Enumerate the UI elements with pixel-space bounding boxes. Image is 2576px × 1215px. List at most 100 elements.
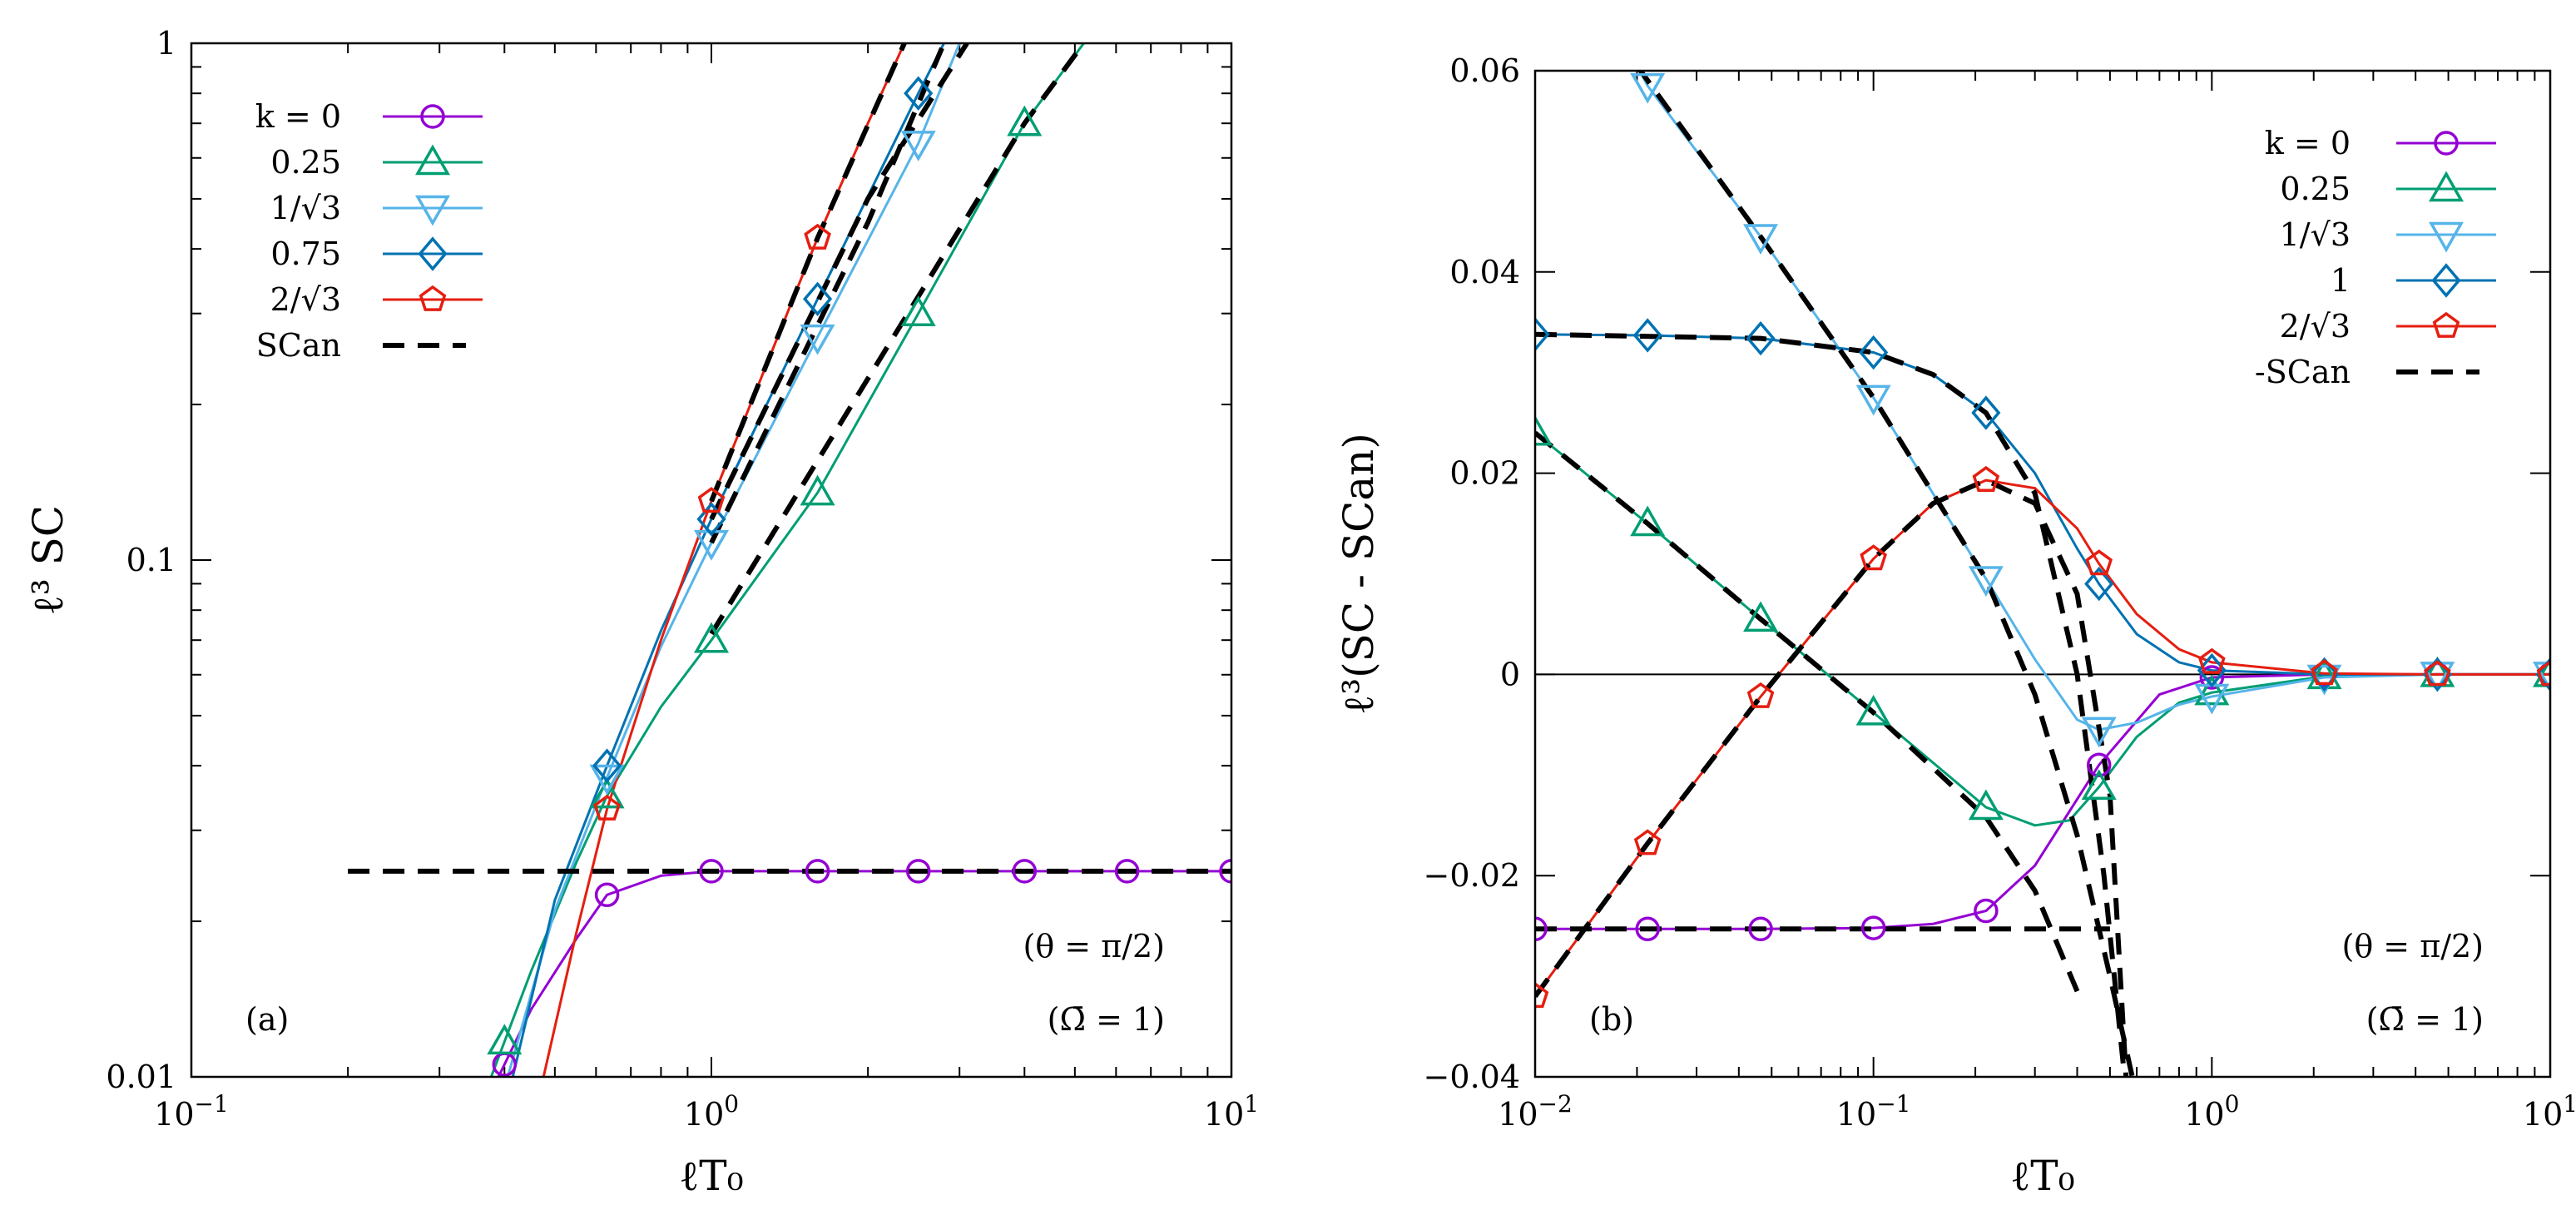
series-line [506,43,961,1077]
series-line-scan [709,43,1086,636]
data-point [804,223,831,250]
data-point [2532,656,2550,687]
series-line-scan [709,43,969,521]
legend-marker [2428,221,2465,253]
data-point [2198,647,2226,674]
data-point [1535,317,1550,352]
annotation-omega: (Ω̄ = 1) [1048,1001,1165,1038]
series-line [542,43,906,1077]
legend-label: 0.25 [2280,171,2351,207]
data-point [1746,682,1775,708]
series-line-scan [709,43,947,544]
data-point [593,794,621,821]
series-line-scan [1535,331,2128,1077]
data-point [805,859,830,884]
series-line-scan [1535,477,2129,1077]
x-tick-label: 100 [684,1090,739,1133]
x-tick-label: 10−1 [1836,1090,1911,1133]
y-tick-label: 0.02 [1449,455,1520,492]
data-point [699,859,724,884]
data-point [1855,384,1891,416]
y-tick-label: 0.1 [126,542,176,578]
series-line [1535,672,2550,930]
data-point [900,131,936,161]
y-tick-label: 0.01 [106,1059,176,1095]
data-point [1012,859,1038,884]
legend-label: 1/√3 [270,190,341,226]
x-tick-label: 10−1 [154,1090,229,1133]
series-line [1535,333,2550,676]
data-point [1219,859,1231,884]
panel-label: (a) [245,1001,289,1038]
data-point [1535,916,1548,942]
data-point [905,859,931,884]
data-point [1971,395,2001,430]
legend-label: 0.75 [270,236,341,272]
data-point [1633,829,1662,855]
data-point [2194,674,2230,706]
plot-area [1535,71,2550,1077]
y-tick-label: 0.04 [1449,254,1520,290]
data-point [1635,916,1660,942]
panel-a-chart: 10−1 100 101 0.01 0.1 1 ℓT₀ ℓ³ SC (a) (θ = π/2) (Ω… [24,25,1259,1200]
data-point [1630,72,1666,104]
series-line-scan [1637,71,2135,1077]
y-tick-label: −0.04 [1424,1059,1520,1095]
data-point [802,281,833,317]
legend-label: 2/√3 [2280,308,2351,345]
data-point [1860,915,1886,940]
legend-marker [414,195,451,226]
data-point [2081,717,2117,748]
data-point [2199,665,2225,690]
data-point [487,1024,523,1055]
data-point [1968,566,2004,598]
data-point [2085,549,2113,576]
legend-marker [2428,171,2465,202]
legend-marker [2432,311,2460,338]
legend: k = 0 0.25 1/√3 1 2/√3 -SCan [2255,125,2496,390]
x-tick-label: 101 [2523,1090,2576,1133]
legend-marker [419,285,447,311]
legend: k = 0 0.25 1/√3 0.75 2/√3 SCan [255,98,483,364]
series-line [1535,432,2550,827]
data-point [2084,566,2114,602]
data-point [1743,224,1779,255]
data-point [693,622,730,653]
data-point [2311,659,2338,686]
legend-label: 0.25 [270,144,341,181]
y-axis-label: ℓ³(SC - SCan) [1335,433,1383,715]
y-tick-label: −0.02 [1424,857,1520,894]
data-point [592,748,622,783]
data-point [2086,752,2112,777]
data-point [1748,916,1773,942]
legend-label: 1 [2331,262,2351,299]
data-point [693,529,730,561]
data-point [594,882,620,908]
data-point [589,764,625,796]
data-point [2309,657,2340,692]
y-axis-label: ℓ³ SC [24,505,72,615]
x-axis-label: ℓT₀ [2010,1152,2074,1200]
series-line [511,43,945,1077]
data-point [589,777,625,809]
legend-marker [418,236,448,271]
legend-label: k = 0 [255,98,341,135]
legend-marker [414,144,451,176]
annotation-omega: (Ω̄ = 1) [2366,1001,2484,1038]
legend-marker [2434,131,2459,156]
x-axis-label: ℓT₀ [679,1152,743,1200]
x-tick-label: 101 [1204,1090,1259,1133]
data-point [2081,769,2117,801]
ticks [1534,70,2551,1078]
y-tick-label: 1 [156,25,176,62]
legend-label: SCan [256,327,341,364]
legend-label: 1/√3 [2280,216,2351,253]
data-point [1630,505,1666,537]
panel-label: (b) [1589,1001,1634,1038]
data-point [697,487,726,513]
x-tick-label: 10−2 [1498,1090,1573,1133]
data-point [1859,335,1889,370]
data-point [1972,465,2000,492]
data-point [1743,601,1779,632]
legend-marker [420,104,445,129]
